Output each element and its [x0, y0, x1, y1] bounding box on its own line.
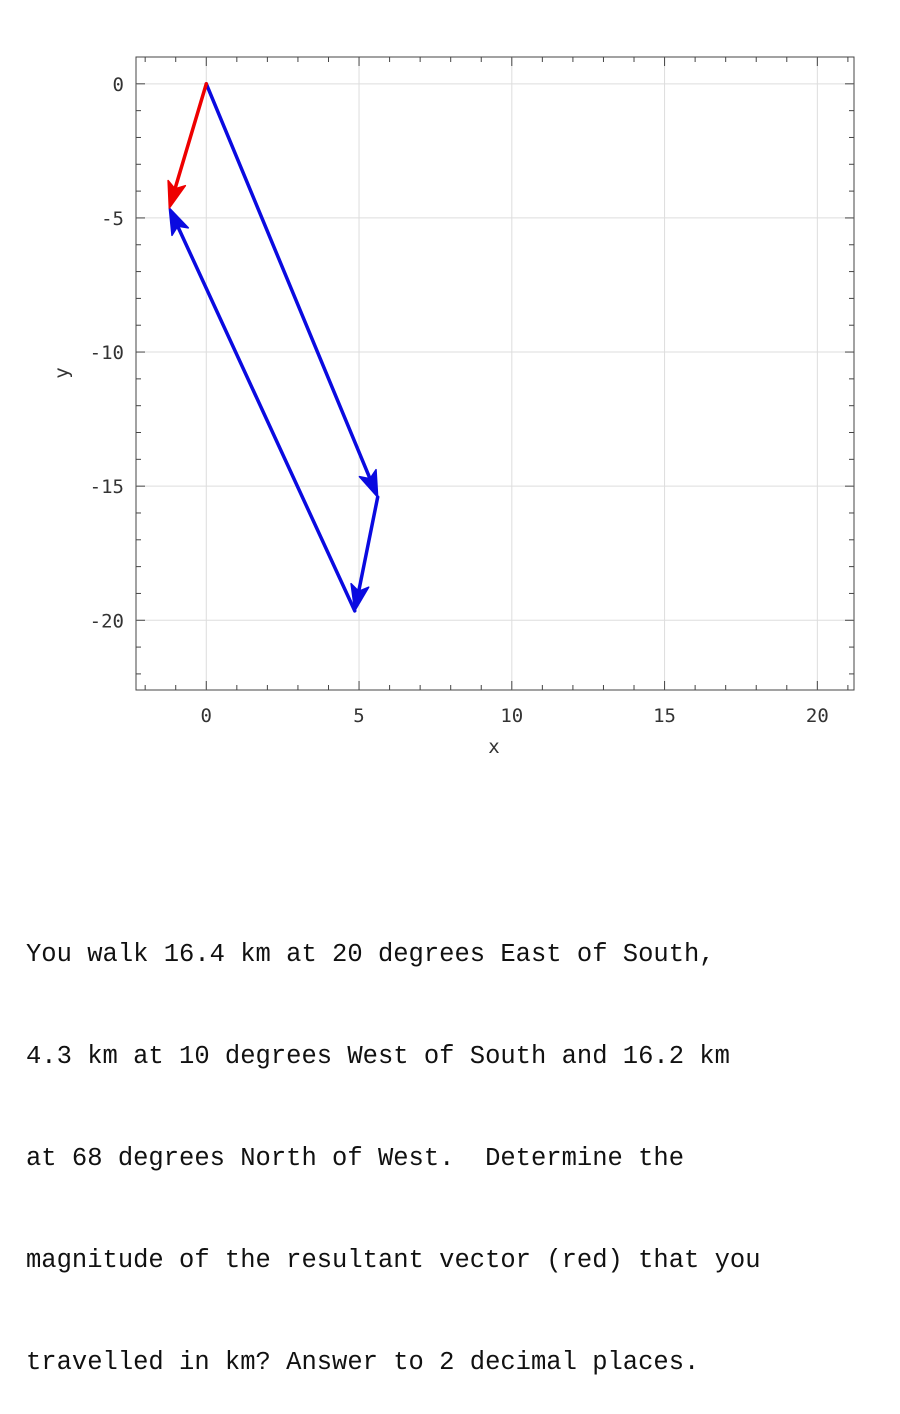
- vector: [350, 495, 380, 612]
- vector: [168, 207, 357, 613]
- vector-shaft: [357, 495, 380, 592]
- vector-arrowhead: [167, 179, 187, 209]
- plot-frame: [135, 56, 855, 691]
- question-line: travelled in km? Answer to 2 decimal pla…: [26, 1348, 700, 1377]
- y-axis-label: y: [51, 367, 73, 378]
- vectors: [167, 82, 380, 613]
- x-tick-label: 20: [806, 705, 829, 727]
- x-tick-label: 0: [201, 705, 212, 727]
- y-tick-label: -20: [90, 610, 124, 632]
- x-tick-label: 15: [653, 705, 676, 727]
- question-line: at 68 degrees North of West. Determine t…: [26, 1144, 685, 1173]
- y-tick-label: -10: [90, 342, 124, 364]
- vector-arrowhead: [168, 207, 190, 237]
- y-tick-label: -15: [90, 476, 124, 498]
- vector-shaft: [204, 82, 371, 479]
- x-axis-label: x: [488, 736, 499, 758]
- vector-arrowhead: [350, 582, 370, 612]
- x-tick-label: 5: [353, 705, 364, 727]
- question-line: You walk 16.4 km at 20 degrees East of S…: [26, 940, 715, 969]
- vector: [167, 82, 209, 209]
- x-tick-label: 10: [500, 705, 523, 727]
- vector-arrowhead: [358, 468, 379, 498]
- y-tick-label: -5: [101, 208, 124, 230]
- question-text: You walk 16.4 km at 20 degrees East of S…: [26, 870, 886, 1414]
- vector: [204, 82, 379, 498]
- vector-shaft: [173, 82, 209, 189]
- question-line: magnitude of the resultant vector (red) …: [26, 1246, 761, 1275]
- grid: [136, 57, 854, 690]
- vector-shaft: [176, 226, 357, 613]
- tick-labels: 0 5 10 15 20 0 -5 -10 -15 -20: [90, 74, 829, 727]
- question-line: 4.3 km at 10 degrees West of South and 1…: [26, 1042, 730, 1071]
- axis-ticks: [136, 56, 854, 690]
- vector-chart: 0 5 10 15 20 0 -5 -10 -15 -20 x y: [51, 56, 855, 758]
- y-tick-label: 0: [113, 74, 124, 96]
